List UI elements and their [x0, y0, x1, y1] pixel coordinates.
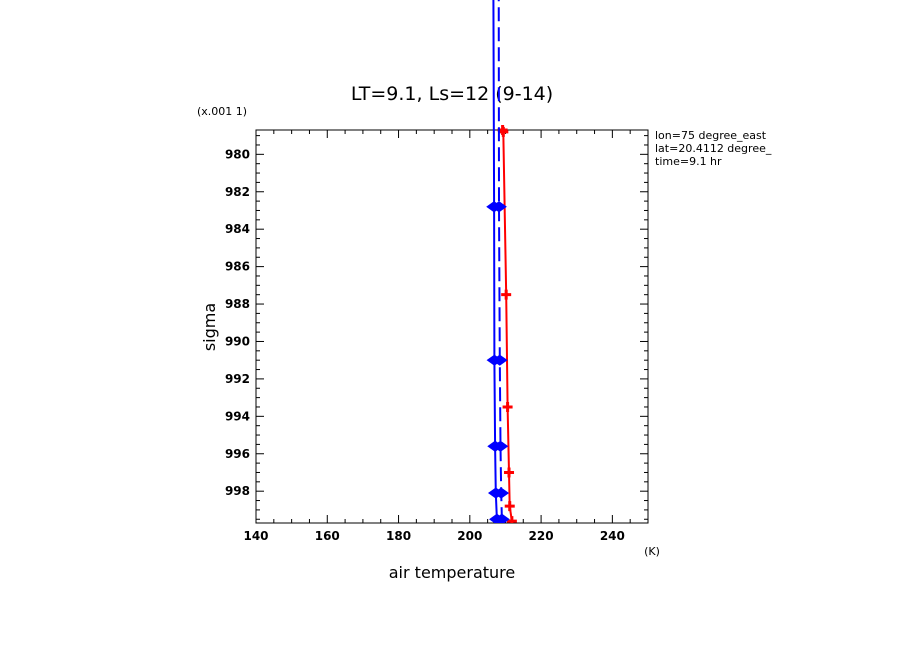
- x-tick-label: 200: [457, 529, 482, 543]
- plot-frame: [255, 129, 649, 524]
- data-point-2: [491, 354, 508, 366]
- x-unit-label: (K): [644, 545, 660, 558]
- series-line-0: [501, 129, 513, 522]
- data-point-0: [502, 401, 513, 412]
- x-tick-label: 220: [529, 529, 554, 543]
- data-point-2: [494, 513, 510, 523]
- chart-title: LT=9.1, Ls=12 (9-14): [351, 83, 553, 105]
- y-tick-label: 984: [225, 222, 250, 236]
- y-tick-label: 996: [225, 447, 250, 461]
- y-tick-label: 988: [225, 297, 250, 311]
- y-tick-label: 992: [225, 372, 250, 386]
- y-tick-label: 990: [225, 334, 250, 348]
- data-point-2: [493, 487, 510, 499]
- data-point-0: [501, 289, 512, 300]
- y-axis: 980 982 984 986 988 990 992 994 996 998: [225, 135, 648, 520]
- x-axis-title: air temperature: [389, 563, 515, 582]
- y-tick-label: 986: [225, 260, 250, 274]
- x-tick-label: 160: [315, 529, 340, 543]
- data-point-2: [491, 201, 507, 213]
- data-point-0: [506, 516, 517, 523]
- x-tick-label: 240: [600, 529, 625, 543]
- x-tick-label: 180: [386, 529, 411, 543]
- annotation-time: time=9.1 hr: [655, 155, 722, 168]
- y-tick-label: 982: [225, 185, 250, 199]
- annotation-lon: lon=75 degree_east: [655, 129, 767, 142]
- y-axis-title: sigma: [200, 303, 219, 351]
- y-tick-label: 994: [225, 409, 250, 423]
- data-point-0: [504, 501, 515, 512]
- series-layer: [486, 0, 517, 523]
- data-point-0: [498, 126, 509, 137]
- data-point-2: [492, 440, 509, 452]
- annotation-lat: lat=20.4112 degree_: [655, 142, 772, 155]
- y-multiplier: (x.001 1): [197, 105, 247, 118]
- data-point-0: [504, 467, 515, 478]
- x-tick-label: 140: [243, 529, 268, 543]
- y-tick-label: 980: [225, 147, 250, 161]
- y-tick-label: 998: [225, 484, 250, 498]
- x-axis: 140 160 180 200 220 240: [243, 130, 649, 543]
